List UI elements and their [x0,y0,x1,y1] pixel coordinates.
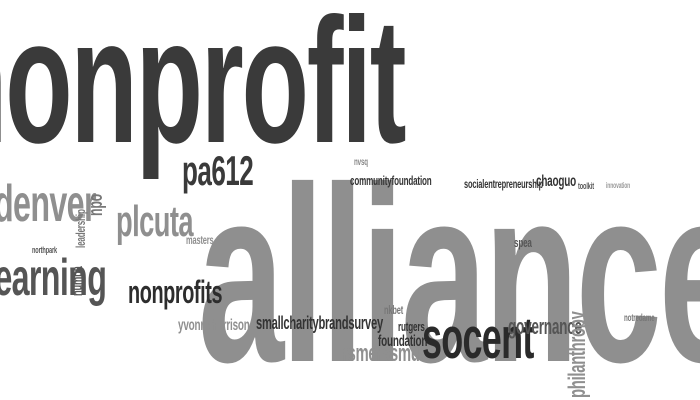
word-plcuta: plcuta [116,197,194,246]
word-socent: socent [422,306,534,371]
word-numpa: numpa [69,266,86,296]
word-nonprofit: nonprofit [0,0,407,180]
word-notredame: notredame [624,313,655,324]
word-philanthropy: philanthropy [564,311,591,398]
word-communityfoundation: communityfoundation [350,173,432,188]
word-npo: npo [85,194,107,216]
word-smallcharitybrandsurvey: smallcharitybrandsurvey [256,313,383,333]
word-nonprofits: nonprofits [128,274,223,310]
word-socialentrepreneurship: socialentrepreneurship [464,177,544,191]
word-alliancer2: alliancer2 [198,135,700,400]
word-nvsq: nvsq [354,157,368,168]
word-northpark: northpark [32,245,58,255]
word-rsmerasmus: rsmerasmus [342,340,428,367]
word-nkbet: nkbet [384,303,404,317]
word-learning: learning [0,249,107,307]
word-toolkit: toolkit [578,181,594,191]
word-denver: denver [0,175,97,233]
word-governance: governance [508,314,582,339]
word-innovation: innovation [606,181,631,190]
word-masters: masters [186,233,214,247]
word-yvonneharrison: yvonneharrison [178,317,250,334]
word-chaoguo: chaoguo [536,173,576,190]
word-pa612: pa612 [182,147,254,194]
word-foundation: foundation [378,333,428,350]
word-spea: spea [514,235,532,250]
word-rutgers: rutgers [398,319,425,334]
